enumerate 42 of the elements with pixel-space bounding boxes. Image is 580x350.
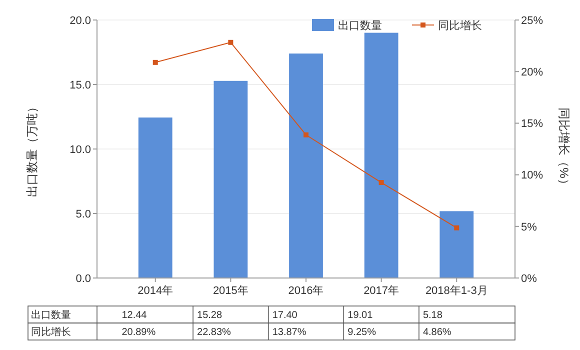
data-label: 20.89% xyxy=(122,327,156,338)
x-tick-label: 2018年1-3月 xyxy=(425,285,488,297)
bar xyxy=(289,54,323,278)
data-label: 22.83% xyxy=(197,327,232,338)
point xyxy=(228,40,234,45)
legend-label: 出口数量 xyxy=(338,18,382,32)
y2-tick-label: 15% xyxy=(521,118,544,130)
y-tick-label: 20.0 xyxy=(70,14,91,27)
data-label: 19.01 xyxy=(348,310,374,321)
x-tick-label: 2014年 xyxy=(138,285,174,297)
x-tick-label: 2015年 xyxy=(212,285,248,297)
data-label: 12.44 xyxy=(122,310,148,321)
point xyxy=(454,225,460,230)
y2-tick-label: 5% xyxy=(521,221,538,234)
point xyxy=(378,180,384,186)
point xyxy=(304,132,308,138)
y2-axis-title: 同比增长（%） xyxy=(557,108,571,190)
data-label: 17.40 xyxy=(272,310,298,321)
y2-tick-label: 0% xyxy=(521,272,538,285)
text: 同比增长 xyxy=(31,327,71,338)
y-tick-label: 15.0 xyxy=(70,79,91,92)
data-label: 13.87% xyxy=(272,327,306,338)
bar xyxy=(440,211,474,278)
bar xyxy=(138,118,172,278)
bar xyxy=(364,32,398,278)
y2-tick-label: 10% xyxy=(521,170,544,182)
x-tick-label: 2017年 xyxy=(364,285,400,297)
data-label: 5.18 xyxy=(422,310,443,321)
data-label: 15.28 xyxy=(197,310,222,321)
y2-tick-label: 20% xyxy=(521,66,544,78)
y2-tick-label: 25% xyxy=(521,14,544,27)
x-tick-label: 2016年 xyxy=(288,285,324,297)
y-tick-label: 10.0 xyxy=(70,144,91,156)
y-axis-title: 出口数量（万吨） xyxy=(25,101,39,197)
data-label: 4.86% xyxy=(422,327,452,338)
legend-label: 同比增长 xyxy=(438,18,482,32)
data-label: 9.25% xyxy=(348,327,376,338)
y-tick-label: 5.0 xyxy=(76,208,91,220)
point xyxy=(152,60,158,65)
y-tick-label: 0.0 xyxy=(76,272,91,285)
bar xyxy=(214,80,248,278)
text: 出口数量 xyxy=(31,310,71,321)
